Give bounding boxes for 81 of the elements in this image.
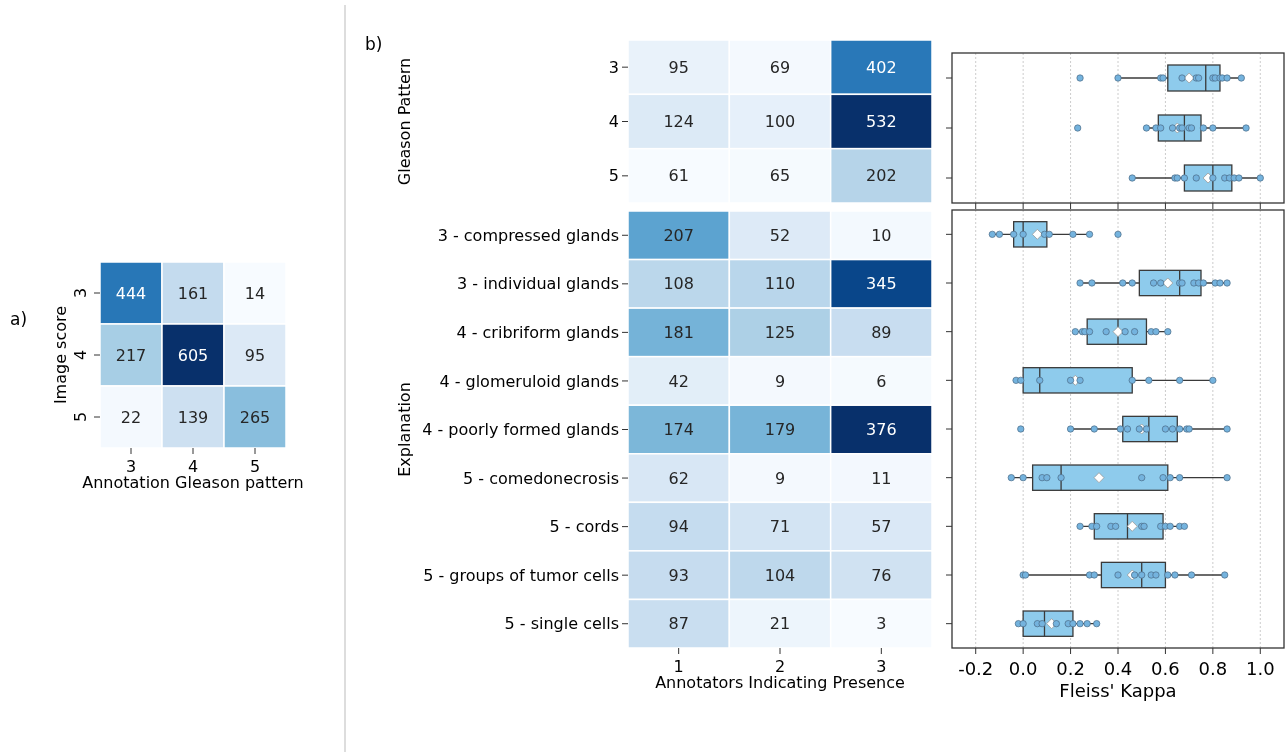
data-label: 125 <box>764 322 796 342</box>
x-tick-label: 0.6 <box>1151 658 1180 679</box>
y-tick-label: 5 <box>71 411 90 423</box>
x-tick-label: 5 <box>249 457 261 476</box>
data-label: 3 <box>876 614 887 634</box>
data-label: 139 <box>177 407 209 427</box>
data-label: 89 <box>871 322 892 342</box>
data-label: 605 <box>177 345 209 365</box>
data-label: 124 <box>663 112 694 132</box>
data-label: 345 <box>866 274 897 294</box>
y-tick-label: 5 - single cells <box>504 614 619 634</box>
data-label: 6 <box>876 371 887 391</box>
x-tick-label: 0.4 <box>1103 658 1133 679</box>
data-label: 179 <box>764 420 796 440</box>
data-label: 202 <box>866 166 897 186</box>
data-label: 71 <box>769 517 791 537</box>
x-tick-label: 3 <box>125 457 137 476</box>
y-axis-title: Image score <box>51 305 70 405</box>
data-label: 87 <box>668 614 689 634</box>
x-tick-label: 0.0 <box>1008 658 1038 679</box>
x-tick-label: 0.8 <box>1198 658 1228 679</box>
data-label: 161 <box>177 283 209 303</box>
data-label: 94 <box>668 517 689 537</box>
x-tick-label: 2 <box>774 657 786 676</box>
data-label: 532 <box>866 112 897 132</box>
data-label: 108 <box>663 274 694 294</box>
data-label: 174 <box>663 420 694 440</box>
y-tick-label: 3 <box>608 57 619 77</box>
y-tick-label: 4 - glomeruloid glands <box>439 371 619 391</box>
y-tick-label: 4 <box>608 112 619 132</box>
data-label: 376 <box>866 420 897 440</box>
y-tick-label: 5 - cords <box>549 517 619 537</box>
y-axis-title: Gleason Pattern <box>395 57 414 186</box>
x-tick-label: 3 <box>876 657 887 676</box>
data-label: 217 <box>115 345 147 365</box>
y-tick-label: 5 - comedonecrosis <box>463 468 619 488</box>
data-label: 95 <box>244 345 266 365</box>
data-label: 10 <box>871 225 892 245</box>
data-label: 65 <box>769 166 791 186</box>
data-label: 100 <box>764 112 796 132</box>
x-axis-title: Annotation Gleason pattern <box>82 473 304 492</box>
data-label: 52 <box>769 225 791 245</box>
data-label: 104 <box>764 565 796 585</box>
x-axis-title: Annotators Indicating Presence <box>655 673 905 692</box>
data-label: 61 <box>668 166 689 186</box>
text: a) <box>10 309 28 329</box>
data-label: 9 <box>774 468 786 488</box>
x-tick-label: 4 <box>187 457 199 476</box>
data-label: 21 <box>769 614 791 634</box>
y-tick-label: 5 - groups of tumor cells <box>423 565 619 585</box>
data-label: 42 <box>668 371 689 391</box>
y-tick-label: 4 - poorly formed glands <box>422 420 619 440</box>
data-label: 14 <box>244 283 266 303</box>
data-label: 95 <box>668 57 689 77</box>
y-tick-label: 3 <box>71 287 90 299</box>
data-label: 62 <box>668 468 689 488</box>
data-label: 76 <box>871 565 892 585</box>
data-label: 9 <box>774 371 786 391</box>
y-tick-label: 3 - compressed glands <box>437 225 619 245</box>
y-tick-label: 3 - individual glands <box>457 274 619 294</box>
data-label: 207 <box>663 225 694 245</box>
data-label: 69 <box>769 57 791 77</box>
data-label: 402 <box>866 57 897 77</box>
data-label: 93 <box>668 565 689 585</box>
text: b) <box>365 34 383 54</box>
data-label: 181 <box>663 322 694 342</box>
x-tick-label: 0.2 <box>1056 658 1085 679</box>
y-tick-label: 4 <box>71 349 90 361</box>
y-axis-title: Explanation <box>395 382 414 477</box>
data-label: 265 <box>239 407 271 427</box>
data-label: 110 <box>764 274 796 294</box>
y-tick-label: 5 <box>608 166 619 186</box>
x-tick-label: 1 <box>673 657 684 676</box>
y-tick-label: 4 - cribriform glands <box>456 322 619 342</box>
data-label: 444 <box>115 283 147 303</box>
data-label: 11 <box>871 468 892 488</box>
x-tick-label: -0.2 <box>958 658 994 679</box>
data-label: 22 <box>120 407 142 427</box>
data-label: 57 <box>871 517 892 537</box>
x-axis-title: Fleiss' Kappa <box>1059 680 1177 701</box>
x-tick-label: 1.0 <box>1245 658 1275 679</box>
